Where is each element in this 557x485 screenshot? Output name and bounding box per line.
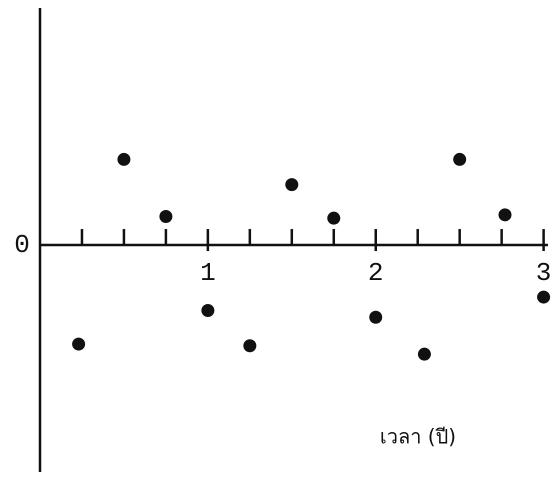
- point: [327, 211, 341, 225]
- point: [417, 347, 431, 361]
- point: [369, 310, 383, 324]
- point: [285, 178, 299, 192]
- x-axis-title: เวลา (ปี): [380, 425, 456, 449]
- point: [498, 208, 512, 222]
- point: [243, 339, 257, 353]
- y-tick-label: 0: [14, 230, 30, 260]
- x-tick-label: 2: [368, 258, 384, 288]
- point: [117, 152, 131, 166]
- point: [159, 209, 173, 223]
- point: [201, 304, 215, 318]
- x-tick-label: 1: [200, 258, 216, 288]
- x-tick-label: 3: [536, 258, 552, 288]
- point: [72, 337, 86, 351]
- point: [537, 290, 551, 304]
- point: [453, 152, 467, 166]
